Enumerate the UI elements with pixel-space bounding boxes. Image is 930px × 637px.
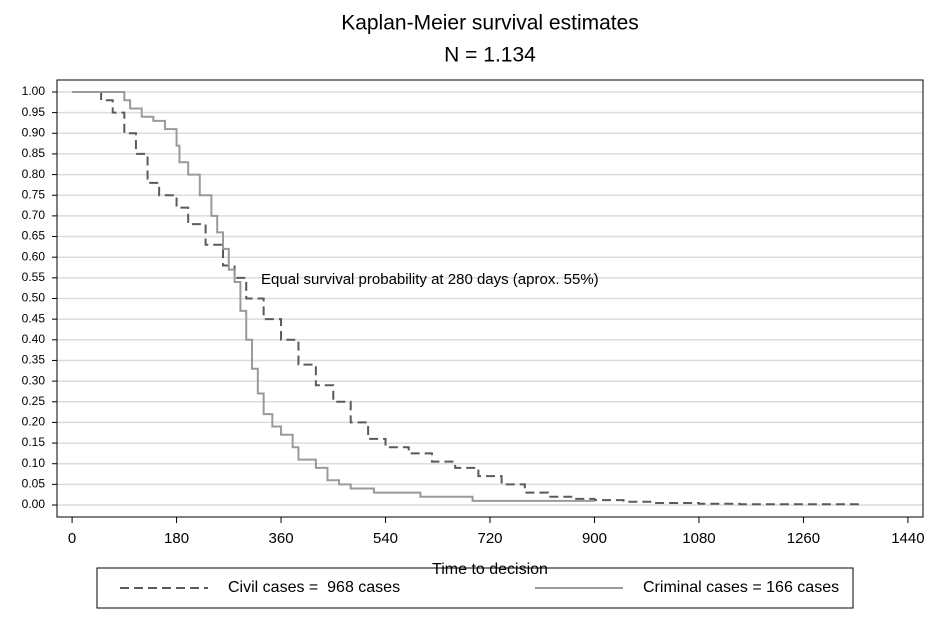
y-tick-label: 0.25 (22, 394, 46, 408)
y-tick-label: 0.35 (22, 353, 46, 367)
y-tick-label: 0.30 (22, 373, 46, 387)
x-tick-label: 1260 (787, 530, 820, 547)
x-tick-label: 720 (477, 530, 502, 547)
legend-box (96, 567, 854, 609)
survival-curve (72, 90, 862, 506)
y-tick-label: 0.60 (22, 249, 46, 263)
y-tick-label: 0.50 (22, 291, 46, 305)
x-tick-label: 0 (68, 530, 76, 547)
y-tick-label: 0.85 (22, 146, 46, 160)
y-tick-label: 0.00 (22, 497, 46, 511)
survival-curve (72, 90, 595, 502)
y-tick-label: 0.65 (22, 229, 46, 243)
chart-title: Kaplan-Meier survival estimates (341, 12, 639, 35)
y-tick-label: 0.95 (22, 105, 46, 119)
x-tick-label: 360 (269, 530, 294, 547)
x-tick-label: 1080 (682, 530, 715, 547)
x-axis-label: Time to decision (432, 561, 548, 578)
y-tick-label: 0.75 (22, 187, 46, 201)
y-tick-label: 0.45 (22, 311, 46, 325)
x-tick-label: 540 (373, 530, 398, 547)
y-tick-label: 0.70 (22, 208, 46, 222)
y-tick-label: 0.20 (22, 415, 46, 429)
x-tick-label: 900 (582, 530, 607, 547)
x-tick-label: 1440 (891, 530, 924, 547)
y-tick-label: 0.15 (22, 435, 46, 449)
y-tick-label: 0.80 (22, 167, 46, 181)
legend-label: Civil cases = 968 cases (228, 579, 400, 596)
chart-subtitle: N = 1.134 (444, 44, 536, 67)
y-tick-label: 1.00 (22, 84, 46, 98)
annotation: Equal survival probability at 280 days (… (261, 271, 599, 288)
y-tick-label: 0.10 (22, 456, 46, 470)
y-tick-label: 0.05 (22, 477, 46, 491)
x-tick-label: 180 (164, 530, 189, 547)
y-tick-label: 0.90 (22, 125, 46, 139)
y-tick-label: 0.55 (22, 270, 46, 284)
legend-label: Criminal cases = 166 cases (643, 579, 839, 596)
y-tick-label: 0.40 (22, 332, 46, 346)
